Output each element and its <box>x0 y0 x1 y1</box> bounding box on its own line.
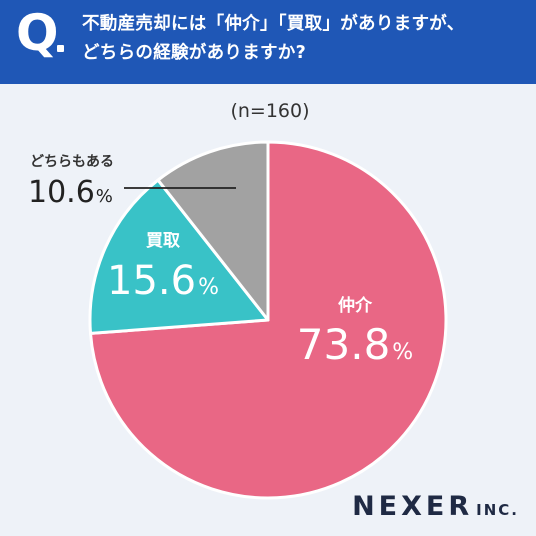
brand-logo: NEXER INC. <box>352 491 519 522</box>
q-mark: Q <box>16 4 59 62</box>
sample-size-label: (n=160) <box>230 100 310 122</box>
slice-both <box>156 140 270 322</box>
question-line-2: どちらの経験がありますか? <box>82 43 307 63</box>
slice-label-value: 73.8% <box>297 320 413 369</box>
brand-suffix: INC. <box>476 501 519 519</box>
slice-label-name: どちらもある <box>30 154 114 170</box>
brand-name: NEXER <box>352 491 474 522</box>
slice-label-value: 10.6% <box>28 175 113 210</box>
slice-label-name: 買取 <box>146 231 180 251</box>
slice-label-name: 仲介 <box>338 295 373 316</box>
q-dot <box>57 45 64 52</box>
question-line-1: 不動産売却には「仲介」「買取」がありますが、 <box>82 14 465 34</box>
question-text: 不動産売却には「仲介」「買取」がありますが、 どちらの経験がありますか? <box>82 10 527 68</box>
question-header: Q 不動産売却には「仲介」「買取」がありますが、 どちらの経験がありますか? <box>0 0 536 84</box>
slice-kaitori <box>88 178 270 335</box>
slice-label-value: 15.6% <box>107 258 219 304</box>
